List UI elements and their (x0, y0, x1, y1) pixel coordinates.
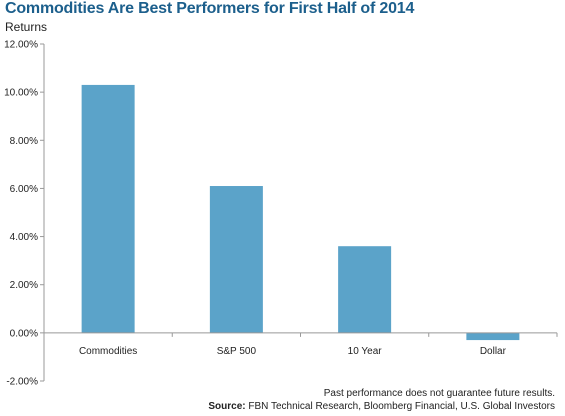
y-tick-label: 12.00% (4, 40, 38, 51)
bar-10-year (338, 246, 392, 333)
source-label: Source: (208, 401, 246, 412)
bar-commodities (81, 84, 135, 333)
bar-dollar (466, 332, 520, 341)
x-tick-label: Commodities (79, 346, 137, 357)
disclaimer-note: Past performance does not guarantee futu… (323, 388, 555, 399)
bars (81, 84, 520, 341)
x-axis: Commodities S&P 500 10 Year Dollar (43, 332, 558, 357)
y-axis-label: Returns (5, 20, 48, 34)
y-tick-label: 6.00% (10, 184, 38, 195)
x-tick-label: 10 Year (348, 346, 383, 357)
x-tick-label: S&P 500 (217, 346, 257, 357)
y-tick-label: 0.00% (10, 328, 38, 339)
chart-title: Commodities Are Best Performers for Firs… (5, 0, 415, 17)
y-tick-label: 2.00% (10, 280, 38, 291)
source-text: FBN Technical Research, Bloomberg Financ… (248, 401, 555, 412)
y-tick-label: -2.00% (6, 377, 38, 388)
source-note: Source: FBN Technical Research, Bloomber… (208, 401, 555, 412)
bar-s-p-500 (209, 186, 263, 333)
y-tick-label: 10.00% (4, 88, 38, 99)
x-tick-label: Dollar (480, 346, 507, 357)
y-axis: -2.00% 0.00% 2.00% 4.00% 6.00% 8.00% 10.00% 12.… (4, 40, 45, 388)
y-tick-label: 8.00% (10, 136, 38, 147)
y-tick-label: 4.00% (10, 232, 38, 243)
